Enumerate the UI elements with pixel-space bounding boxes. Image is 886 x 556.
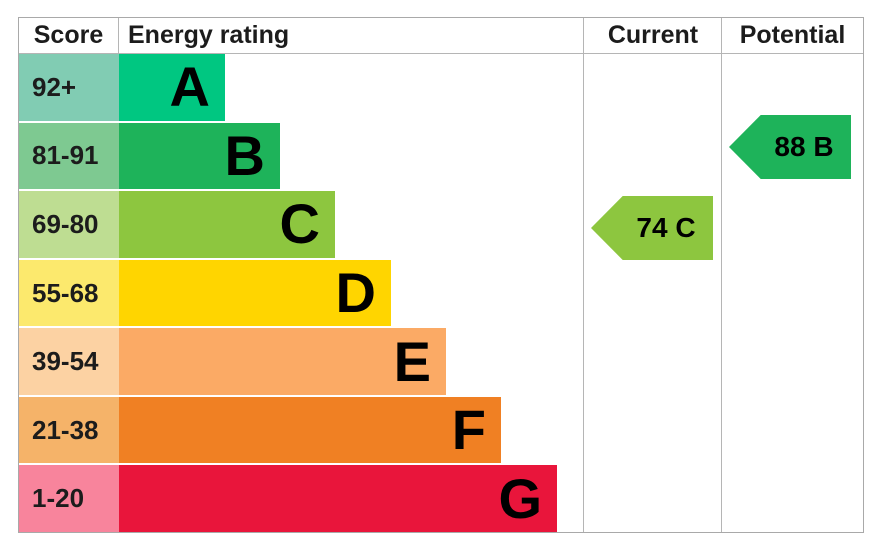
header-score: Score xyxy=(19,18,119,53)
band-letter-g: G xyxy=(498,466,542,530)
score-cell-c: 69-80 xyxy=(19,191,119,258)
band-letter-f: F xyxy=(451,398,486,462)
rating-bar-e: E xyxy=(119,328,446,395)
current-column-divider xyxy=(583,18,584,532)
epc-rating-table: Score Energy rating Current Potential 92… xyxy=(18,17,864,533)
potential-column-divider xyxy=(721,18,722,532)
rating-bar-c: C xyxy=(119,191,335,258)
header-energy-rating: Energy rating xyxy=(128,21,290,49)
band-row-c: 69-80 C xyxy=(19,191,863,260)
score-cell-e: 39-54 xyxy=(19,328,119,395)
score-cell-d: 55-68 xyxy=(19,259,119,327)
table-header: Score Energy rating Current Potential xyxy=(19,18,863,54)
rating-bar-a: A xyxy=(119,54,225,121)
header-current: Current xyxy=(607,21,699,49)
rating-bar-f: F xyxy=(119,396,501,464)
band-row-e: 39-54 E xyxy=(19,328,863,397)
header-potential: Potential xyxy=(739,21,846,49)
band-letter-d: D xyxy=(335,261,376,325)
score-cell-f: 21-38 xyxy=(19,396,119,464)
band-letter-b: B xyxy=(224,123,265,187)
rating-bar-d: D xyxy=(119,259,391,327)
potential-rating-label: 88 B xyxy=(774,131,834,162)
band-letter-e: E xyxy=(393,329,431,393)
band-letter-c: C xyxy=(279,192,320,256)
table-body: 92+ A 81-91 B 69-80 C 55-68 D 39-54 E 21… xyxy=(19,54,863,533)
rating-bar-b: B xyxy=(119,122,280,190)
score-cell-b: 81-91 xyxy=(19,122,119,190)
score-cell-a: 92+ xyxy=(19,54,119,121)
band-letter-a: A xyxy=(169,55,210,119)
band-row-a: 92+ A xyxy=(19,54,863,123)
band-row-f: 21-38 F xyxy=(19,396,863,466)
band-row-g: 1-20 G xyxy=(19,465,863,533)
band-row-d: 55-68 D xyxy=(19,259,863,329)
rating-bar-g: G xyxy=(119,465,557,533)
band-row-b: 81-91 B xyxy=(19,122,863,192)
score-cell-g: 1-20 xyxy=(19,465,119,533)
current-rating-label: 74 C xyxy=(636,212,696,243)
